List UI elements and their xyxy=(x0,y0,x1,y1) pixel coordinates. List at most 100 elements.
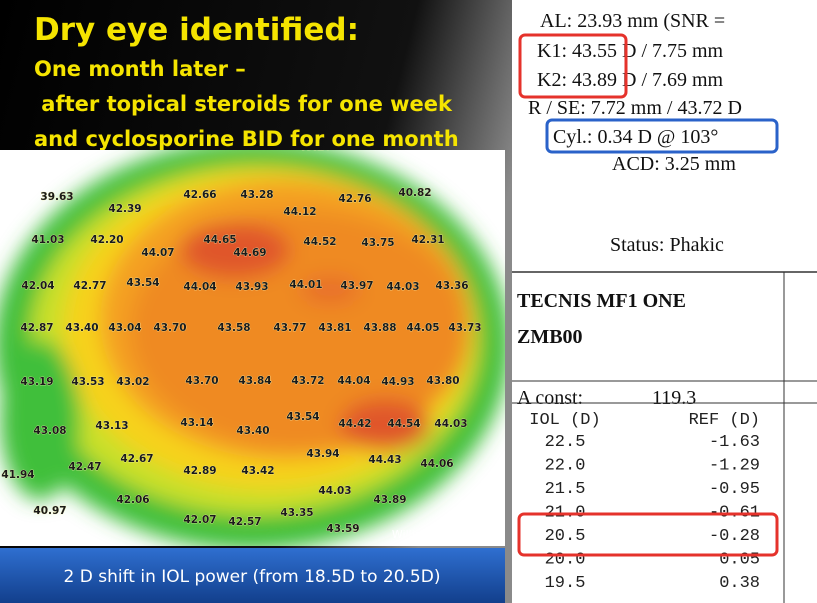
table-cell: -0.28 xyxy=(709,527,760,546)
map-value: 44.54 xyxy=(387,418,420,430)
map-value: 44.52 xyxy=(303,236,336,248)
map-value: 43.81 xyxy=(318,322,351,334)
map-value: 43.54 xyxy=(286,411,319,423)
map-value: 44.43 xyxy=(368,454,401,466)
map-credit: William Trattler, MD xyxy=(392,528,500,541)
map-value: 44.01 xyxy=(289,279,322,291)
map-value: 43.70 xyxy=(185,375,218,387)
lens-name: ZMB00 xyxy=(517,326,583,348)
map-value: 43.94 xyxy=(306,448,339,460)
map-value: 44.42 xyxy=(338,418,371,430)
table-cell: 22.5 xyxy=(545,433,586,452)
map-value: 43.93 xyxy=(235,281,268,293)
map-value: 43.40 xyxy=(65,322,98,334)
map-value: 43.70 xyxy=(153,322,186,334)
biometry-line: Cyl.: 0.34 D @ 103° xyxy=(553,126,718,148)
map-value: 42.66 xyxy=(183,189,216,201)
map-value: 42.20 xyxy=(90,234,123,246)
map-value: 43.08 xyxy=(33,425,66,437)
map-value: 44.06 xyxy=(420,458,453,470)
map-value: 43.88 xyxy=(363,322,396,334)
map-value: 43.14 xyxy=(180,417,213,429)
subtitle: One month later – xyxy=(34,57,246,81)
map-value: 42.87 xyxy=(20,322,53,334)
footer-text: 2 D shift in IOL power (from 18.5D to 20… xyxy=(64,567,441,587)
map-value: 43.80 xyxy=(426,375,459,387)
biometry-line: ACD: 3.25 mm xyxy=(612,153,736,175)
map-value: 43.19 xyxy=(20,376,53,388)
map-value: 44.04 xyxy=(183,281,216,293)
map-value: 40.82 xyxy=(398,187,431,199)
table-cell: -0.95 xyxy=(709,480,760,499)
map-value: 43.59 xyxy=(326,523,359,535)
biometry-line: AL: 23.93 mm (SNR = xyxy=(540,10,725,32)
map-value: 44.07 xyxy=(141,247,174,259)
map-value: 42.76 xyxy=(338,193,371,205)
map-value: 43.40 xyxy=(236,425,269,437)
map-value: 44.03 xyxy=(386,281,419,293)
map-value: 42.67 xyxy=(120,453,153,465)
map-value: 43.77 xyxy=(273,322,306,334)
map-value: 43.04 xyxy=(108,322,141,334)
map-value: 44.05 xyxy=(406,322,439,334)
map-value: 43.75 xyxy=(361,237,394,249)
table-cell: 21.5 xyxy=(545,480,586,499)
map-value: 43.73 xyxy=(448,322,481,334)
table-cell: 20.0 xyxy=(545,551,586,570)
table-cell: 0.05 xyxy=(719,551,760,570)
biometry-line: K2: 43.89 D / 7.69 mm xyxy=(537,69,724,91)
map-value: 41.94 xyxy=(1,469,34,481)
a-const: 119.3 xyxy=(652,387,696,409)
map-value: 43.72 xyxy=(291,375,324,387)
subtitle: after topical steroids for one week xyxy=(34,92,453,116)
map-value: 43.97 xyxy=(340,280,373,292)
table-cell: -1.63 xyxy=(709,433,760,452)
map-value: 44.93 xyxy=(381,376,414,388)
map-value: 43.89 xyxy=(373,494,406,506)
map-value: 44.03 xyxy=(434,418,467,430)
table-cell: 0.38 xyxy=(719,574,760,593)
map-value: 42.47 xyxy=(68,461,101,473)
slide-title: Dry eye identified: xyxy=(34,12,359,48)
map-value: 43.36 xyxy=(435,280,468,292)
lens-name: TECNIS MF1 ONE xyxy=(517,290,686,312)
map-value: 42.77 xyxy=(73,280,106,292)
map-value: 42.06 xyxy=(116,494,149,506)
map-value: 44.03 xyxy=(318,485,351,497)
map-value: 43.84 xyxy=(238,375,271,387)
table-header: IOL (D) xyxy=(529,411,600,430)
biometry-line: K1: 43.55 D / 7.75 mm xyxy=(537,40,724,62)
subtitle: and cyclosporine BID for one month xyxy=(34,127,459,151)
table-cell: 22.0 xyxy=(545,457,586,476)
map-value: 42.89 xyxy=(183,465,216,477)
map-value: 42.04 xyxy=(21,280,54,292)
slide: Dry eye identified: One month later – af… xyxy=(0,0,817,603)
topography-map: 43.2039.6342.3942.6643.2844.1242.7640.82… xyxy=(0,140,510,550)
map-value: 43.42 xyxy=(241,465,274,477)
map-value: 41.03 xyxy=(31,234,64,246)
map-value: 43.02 xyxy=(116,376,149,388)
a-const-label: A const: xyxy=(517,387,583,409)
map-value: 43.58 xyxy=(217,322,250,334)
map-value: 43.54 xyxy=(126,277,159,289)
biometry-line: R / SE: 7.72 mm / 43.72 D xyxy=(528,97,742,119)
map-value: 40.97 xyxy=(33,505,66,517)
table-cell: -1.29 xyxy=(709,457,760,476)
status: Status: Phakic xyxy=(610,234,724,256)
map-value: 43.35 xyxy=(280,507,313,519)
map-value: 43.28 xyxy=(240,189,273,201)
table-header: REF (D) xyxy=(689,411,760,430)
map-value: 44.04 xyxy=(337,375,370,387)
map-value: 44.69 xyxy=(233,247,266,259)
map-value: 44.12 xyxy=(283,206,316,218)
map-value: 42.31 xyxy=(411,234,444,246)
table-cell: 20.5 xyxy=(545,527,586,546)
map-value: 43.53 xyxy=(71,376,104,388)
map-value: 42.57 xyxy=(228,516,261,528)
map-value: 42.07 xyxy=(183,514,216,526)
map-value: 42.39 xyxy=(108,203,141,215)
map-value: 44.65 xyxy=(203,234,236,246)
map-value: 39.63 xyxy=(40,191,73,203)
table-cell: 19.5 xyxy=(545,574,586,593)
map-value: 43.13 xyxy=(95,420,128,432)
